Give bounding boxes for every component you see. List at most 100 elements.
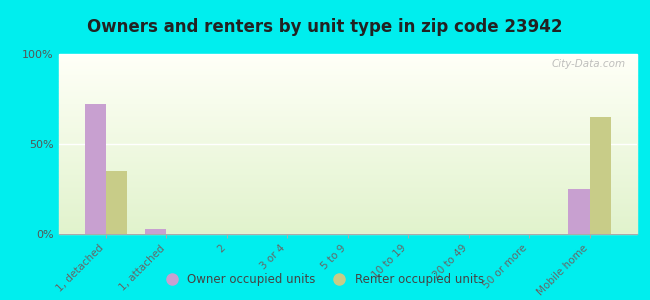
Bar bbox=[58, 193, 637, 194]
Bar bbox=[58, 70, 637, 71]
Bar bbox=[58, 121, 637, 122]
Bar bbox=[58, 203, 637, 204]
Bar bbox=[58, 133, 637, 134]
Bar bbox=[58, 55, 637, 56]
Bar bbox=[58, 79, 637, 80]
Bar bbox=[58, 65, 637, 66]
Bar bbox=[58, 190, 637, 191]
Bar bbox=[58, 223, 637, 224]
Bar bbox=[58, 110, 637, 112]
Bar bbox=[58, 202, 637, 203]
Bar bbox=[58, 163, 637, 164]
Bar bbox=[58, 180, 637, 181]
Bar bbox=[58, 146, 637, 148]
Bar bbox=[58, 214, 637, 215]
Bar bbox=[58, 192, 637, 193]
Bar bbox=[58, 78, 637, 79]
Bar bbox=[58, 59, 637, 60]
Bar bbox=[58, 72, 637, 73]
Bar bbox=[58, 56, 637, 58]
Bar bbox=[58, 138, 637, 139]
Bar bbox=[58, 179, 637, 180]
Bar bbox=[58, 60, 637, 61]
Bar bbox=[58, 218, 637, 220]
Bar bbox=[58, 126, 637, 127]
Legend: Owner occupied units, Renter occupied units: Owner occupied units, Renter occupied un… bbox=[161, 269, 489, 291]
Bar bbox=[58, 211, 637, 212]
Bar bbox=[58, 206, 637, 208]
Bar bbox=[58, 175, 637, 176]
Bar bbox=[58, 161, 637, 162]
Bar bbox=[58, 68, 637, 70]
Bar bbox=[58, 84, 637, 85]
Bar bbox=[58, 77, 637, 78]
Bar bbox=[58, 188, 637, 190]
Bar bbox=[58, 90, 637, 91]
Bar bbox=[58, 62, 637, 64]
Bar bbox=[58, 191, 637, 192]
Bar bbox=[58, 173, 637, 174]
Bar bbox=[58, 109, 637, 110]
Bar bbox=[58, 76, 637, 77]
Bar bbox=[58, 136, 637, 137]
Bar bbox=[58, 106, 637, 107]
Bar bbox=[58, 88, 637, 89]
Bar bbox=[58, 66, 637, 67]
Bar bbox=[58, 73, 637, 74]
Bar bbox=[58, 115, 637, 116]
Bar bbox=[58, 108, 637, 109]
Bar bbox=[58, 184, 637, 185]
Bar bbox=[58, 157, 637, 158]
Bar bbox=[58, 98, 637, 100]
Bar bbox=[58, 137, 637, 138]
Bar bbox=[58, 185, 637, 186]
Bar bbox=[58, 224, 637, 226]
Bar bbox=[58, 142, 637, 143]
Bar bbox=[58, 229, 637, 230]
Bar bbox=[84, 104, 106, 234]
Bar bbox=[58, 187, 637, 188]
Bar bbox=[58, 134, 637, 136]
Bar bbox=[58, 215, 637, 216]
Bar bbox=[58, 186, 637, 187]
Bar bbox=[58, 91, 637, 92]
Bar bbox=[58, 130, 637, 131]
Bar bbox=[58, 160, 637, 161]
Text: Owners and renters by unit type in zip code 23942: Owners and renters by unit type in zip c… bbox=[87, 18, 563, 36]
Bar bbox=[58, 151, 637, 152]
Bar bbox=[58, 120, 637, 121]
Bar bbox=[58, 194, 637, 196]
Bar bbox=[58, 208, 637, 209]
Bar bbox=[58, 71, 637, 72]
Bar bbox=[58, 101, 637, 102]
Bar bbox=[58, 83, 637, 84]
Bar bbox=[58, 200, 637, 202]
Bar bbox=[58, 154, 637, 155]
Bar bbox=[58, 107, 637, 108]
Bar bbox=[58, 128, 637, 130]
Bar bbox=[58, 172, 637, 173]
Bar bbox=[58, 199, 637, 200]
Bar bbox=[58, 94, 637, 95]
Bar bbox=[58, 118, 637, 119]
Bar bbox=[58, 212, 637, 214]
Bar bbox=[58, 221, 637, 222]
Bar bbox=[58, 226, 637, 227]
Bar bbox=[58, 167, 637, 168]
Bar bbox=[58, 196, 637, 197]
Bar bbox=[58, 162, 637, 163]
Bar bbox=[58, 178, 637, 179]
Bar bbox=[58, 122, 637, 124]
Bar bbox=[58, 131, 637, 132]
Bar bbox=[58, 166, 637, 167]
Bar bbox=[58, 139, 637, 140]
Bar bbox=[58, 74, 637, 76]
Bar bbox=[58, 228, 637, 229]
Bar bbox=[58, 150, 637, 151]
Bar bbox=[58, 170, 637, 172]
Bar bbox=[58, 86, 637, 88]
Bar bbox=[58, 64, 637, 65]
Bar bbox=[145, 229, 166, 234]
Bar bbox=[58, 148, 637, 149]
Bar bbox=[58, 168, 637, 169]
